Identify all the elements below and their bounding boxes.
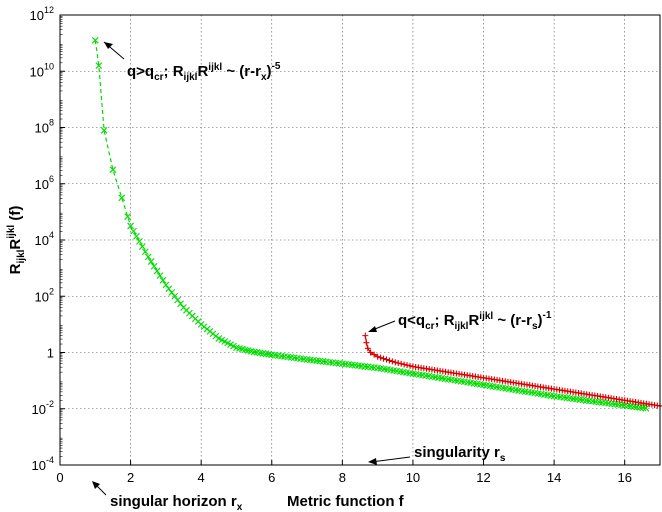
data-point xyxy=(124,213,132,220)
data-point xyxy=(153,267,161,275)
data-point xyxy=(133,232,140,240)
annotation-green-curve: q>qcr; RijklRijkl ~ (r-rx)-5 xyxy=(127,61,281,83)
series-1 xyxy=(91,36,650,412)
data-point xyxy=(364,345,371,352)
data-point xyxy=(174,296,182,304)
y-tick-label: 1010 xyxy=(30,61,54,79)
arrow-singularity xyxy=(368,456,411,465)
data-point xyxy=(150,262,158,270)
x-tick-label: 2 xyxy=(127,470,134,485)
data-point xyxy=(127,222,134,230)
series-line xyxy=(364,335,661,407)
data-point xyxy=(162,281,170,289)
data-point xyxy=(362,332,369,339)
y-tick-label: 10-4 xyxy=(32,455,54,473)
data-point xyxy=(91,36,99,44)
data-point xyxy=(392,359,399,366)
y-tick-label: 106 xyxy=(35,174,54,192)
data-layer xyxy=(91,36,662,412)
annotation-singular-horizon: singular horizon rx xyxy=(110,493,243,512)
annotation-singularity: singularity rs xyxy=(414,444,506,464)
y-tick-label: 10-2 xyxy=(32,399,54,417)
data-point xyxy=(136,238,143,245)
x-tick-label: 0 xyxy=(56,470,63,485)
annotation-red-curve: q<qcr; RijklRijkl ~ (r-rs)-1 xyxy=(398,310,552,332)
data-point xyxy=(100,126,108,134)
data-point xyxy=(386,357,393,364)
data-point xyxy=(159,276,167,284)
tick-labels: 0 2 4 6 8 10 12 14 1610-410-21102104106108101010… xyxy=(30,5,632,485)
y-tick-label: 102 xyxy=(35,286,54,304)
y-tick-label: 108 xyxy=(35,118,54,136)
data-point xyxy=(141,248,149,256)
data-point xyxy=(367,349,374,356)
data-point xyxy=(401,361,408,368)
x-axis-label: Metric function f xyxy=(287,493,405,510)
data-point xyxy=(395,360,402,367)
data-point xyxy=(118,194,126,202)
arrow-singular-horizon xyxy=(92,481,107,496)
x-tick-label: 6 xyxy=(268,470,275,485)
data-point xyxy=(95,62,103,70)
data-point xyxy=(168,289,176,296)
x-tick-label: 16 xyxy=(617,470,631,485)
data-point xyxy=(138,243,146,250)
x-tick-label: 12 xyxy=(476,470,490,485)
data-point xyxy=(363,339,370,346)
data-point xyxy=(377,354,384,361)
data-point xyxy=(144,253,152,261)
arrow-green-annotation xyxy=(103,41,125,60)
data-point xyxy=(171,292,179,300)
data-point xyxy=(371,351,378,358)
arrow-red-annotation xyxy=(368,320,396,332)
data-point xyxy=(407,362,413,369)
x-tick-label: 8 xyxy=(339,470,346,485)
grid-lines xyxy=(60,15,660,465)
data-point xyxy=(109,166,117,174)
data-point xyxy=(177,300,184,308)
x-tick-label: 10 xyxy=(406,470,420,485)
y-tick-label: 1012 xyxy=(30,5,54,23)
data-point xyxy=(404,362,411,369)
x-tick-label: 4 xyxy=(198,470,205,485)
y-tick-label: 104 xyxy=(35,230,54,248)
x-tick-label: 14 xyxy=(547,470,561,485)
data-point xyxy=(398,360,405,367)
y-tick-label: 1 xyxy=(47,346,54,361)
data-point xyxy=(147,258,155,265)
data-point xyxy=(156,272,164,280)
data-point xyxy=(380,355,387,362)
data-point xyxy=(383,356,390,363)
data-point xyxy=(374,353,381,360)
series-2 xyxy=(362,332,662,409)
data-point xyxy=(165,285,173,293)
y-axis-label: RijklRijkl (f) xyxy=(6,206,27,275)
data-point xyxy=(389,358,396,365)
data-point xyxy=(130,227,137,235)
